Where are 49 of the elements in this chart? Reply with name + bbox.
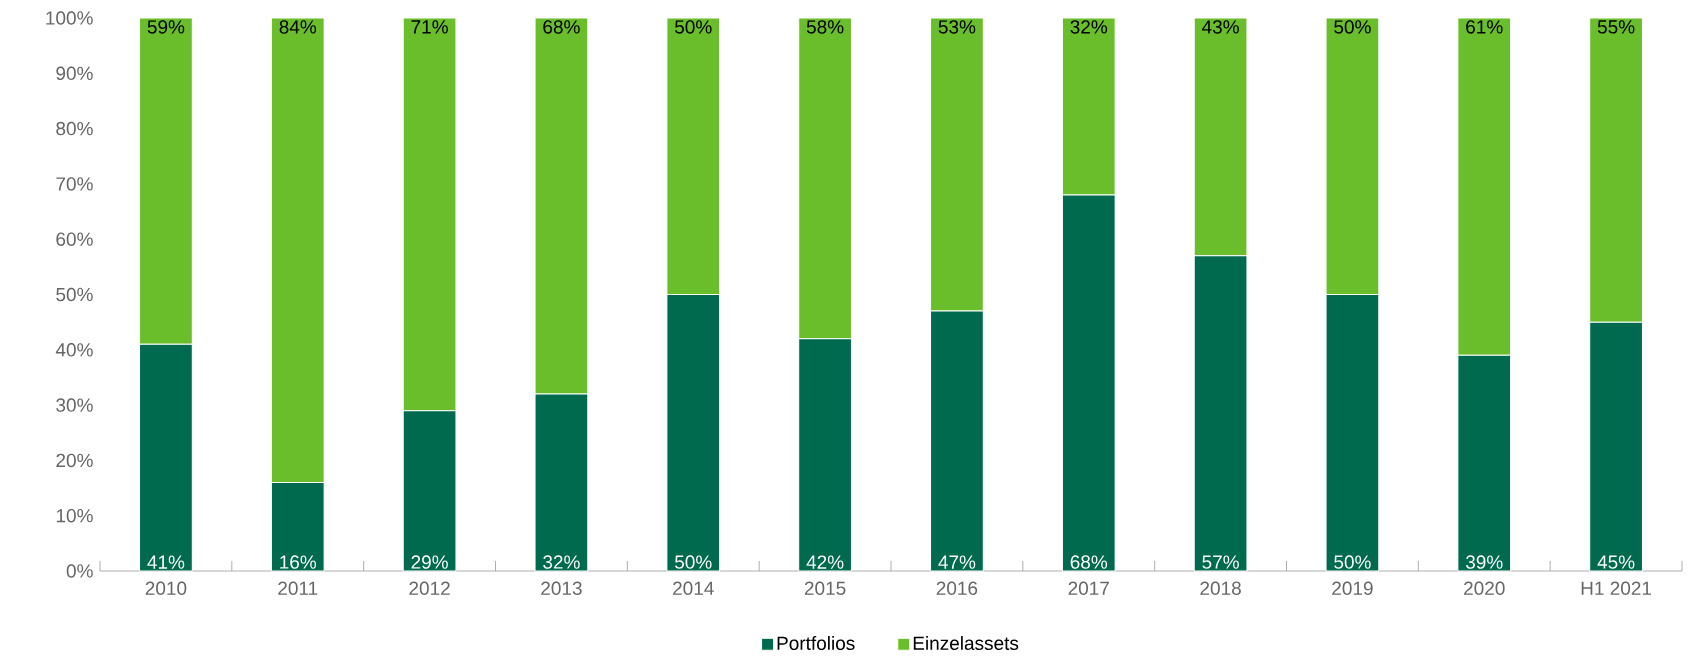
y-tick-label: 20%: [56, 453, 93, 468]
data-label: 59%: [147, 20, 185, 34]
x-tick-label: 2017: [1068, 581, 1109, 595]
data-label: 47%: [938, 555, 976, 569]
data-label: 58%: [806, 20, 844, 34]
x-tick-label: 2014: [673, 581, 714, 595]
y-tick-label: 70%: [56, 177, 93, 191]
y-tick-label: 0%: [66, 564, 93, 578]
x-tick-label: H1 2021: [1581, 581, 1652, 595]
y-tick-label: 90%: [56, 66, 93, 81]
data-label: 55%: [1597, 20, 1635, 34]
y-tick-label: 60%: [56, 232, 93, 246]
y-tick-label: 50%: [56, 287, 93, 302]
data-label: 68%: [1070, 555, 1108, 569]
y-tick-label: 30%: [56, 398, 93, 412]
x-tick-label: 2015: [804, 581, 846, 595]
x-tick-label: 2011: [278, 581, 318, 595]
data-label: 43%: [1202, 20, 1239, 34]
x-tick-label: 2019: [1332, 581, 1373, 595]
data-label: 32%: [1070, 20, 1108, 34]
data-label: 50%: [1334, 20, 1371, 34]
y-tick-label: 100%: [46, 11, 93, 25]
data-label: 71%: [411, 20, 448, 34]
x-tick-label: 2012: [409, 581, 450, 595]
x-tick-label: 2013: [541, 581, 582, 595]
y-tick-label: 80%: [56, 121, 93, 136]
data-label: 41%: [147, 555, 185, 569]
x-tick-label: 2016: [936, 581, 978, 595]
data-label: 50%: [675, 20, 712, 34]
data-label: 32%: [543, 555, 580, 569]
data-label: 57%: [1202, 555, 1239, 569]
data-label: 16%: [280, 555, 317, 569]
data-label: 84%: [279, 20, 317, 34]
y-tick-label: 40%: [55, 343, 93, 357]
x-tick-label: 2010: [145, 581, 187, 595]
data-label: 45%: [1597, 555, 1635, 569]
data-label: 42%: [806, 555, 844, 569]
legend-label: Einzelassets: [913, 636, 1019, 650]
data-label: 61%: [1466, 20, 1503, 34]
data-label: 50%: [675, 555, 712, 569]
legend-label: Portfolios: [777, 636, 855, 650]
data-label: 68%: [543, 20, 580, 34]
data-label: 53%: [938, 20, 976, 34]
data-label: 39%: [1465, 555, 1503, 569]
x-tick-label: 2018: [1200, 581, 1241, 595]
y-tick-label: 10%: [56, 508, 93, 523]
data-label: 29%: [411, 555, 448, 569]
x-tick-label: 2020: [1464, 581, 1505, 595]
data-label: 50%: [1334, 555, 1371, 569]
